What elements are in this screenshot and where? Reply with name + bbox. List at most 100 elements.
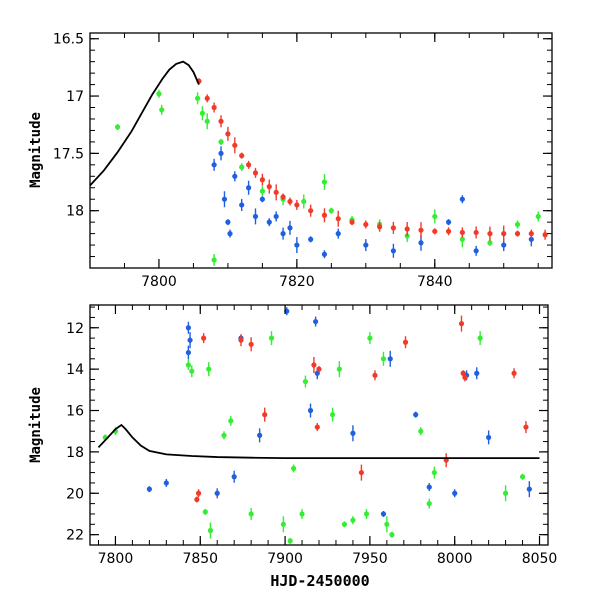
- top-point-blue: [211, 162, 217, 168]
- top-y-tick-label: 17.5: [53, 146, 84, 162]
- bottom-model-curve: [97, 423, 540, 460]
- bottom-point-green: [280, 521, 286, 527]
- top-point-red: [225, 131, 231, 137]
- bottom-point-green: [189, 368, 195, 374]
- top-point-red: [294, 202, 300, 208]
- top-point-red: [459, 229, 465, 236]
- bottom-point-red: [201, 335, 207, 341]
- top-point-blue: [273, 213, 279, 220]
- top-point-green: [194, 95, 201, 101]
- bottom-point-red: [262, 412, 268, 418]
- top-point-blue: [418, 240, 424, 246]
- bottom-point-red: [316, 366, 322, 372]
- top-point-green: [159, 107, 165, 113]
- top-point-blue: [335, 231, 341, 237]
- top-point-red: [204, 95, 210, 101]
- top-plot-area: [90, 60, 548, 266]
- top-point-blue: [259, 196, 265, 202]
- top-point-blue: [473, 248, 479, 254]
- top-point-blue: [252, 213, 259, 220]
- top-point-green: [535, 213, 541, 220]
- top-y-tick-label: 16.5: [53, 32, 84, 48]
- top-point-green: [218, 139, 224, 145]
- bottom-point-red: [402, 339, 409, 345]
- bottom-x-tick-label: 7900: [267, 551, 303, 567]
- bottom-point-green: [299, 511, 305, 517]
- top-point-green: [156, 91, 162, 97]
- top-point-red: [473, 229, 479, 236]
- top-point-green: [514, 221, 521, 228]
- bottom-panel-ticks: 7800 7850 7900 7950 8000 8050 12 14 16 18 20 22: [66, 305, 557, 567]
- top-point-red: [432, 228, 438, 234]
- top-point-blue: [294, 242, 300, 248]
- bottom-point-green: [228, 418, 234, 424]
- bottom-plot-area: [97, 307, 540, 544]
- bottom-point-green: [418, 428, 424, 434]
- bottom-point-red: [458, 321, 465, 327]
- bottom-point-green: [384, 521, 390, 527]
- top-point-blue: [528, 236, 534, 242]
- bottom-y-tick-label: 14: [66, 362, 84, 378]
- bottom-point-green: [519, 474, 526, 480]
- top-point-blue: [501, 242, 507, 248]
- top-series-red: [196, 78, 548, 242]
- bottom-point-green: [206, 366, 212, 372]
- bottom-point-blue: [413, 412, 419, 418]
- top-point-red: [404, 226, 410, 232]
- top-point-red: [542, 232, 548, 238]
- top-point-blue: [245, 185, 252, 191]
- bottom-point-green: [290, 465, 297, 472]
- bottom-point-green: [350, 517, 356, 523]
- top-model-curve: [90, 60, 200, 187]
- top-point-red: [514, 231, 521, 237]
- bottom-point-green: [341, 521, 348, 527]
- bottom-y-tick-label: 20: [66, 486, 84, 502]
- bottom-point-blue: [214, 490, 220, 496]
- top-point-blue: [459, 196, 465, 202]
- bottom-point-red: [372, 372, 378, 378]
- top-point-red: [390, 225, 397, 231]
- bottom-x-tick-label: 8000: [437, 551, 473, 567]
- bottom-point-blue: [257, 432, 263, 438]
- top-point-blue: [227, 231, 233, 237]
- top-point-blue: [266, 219, 272, 225]
- top-x-tick-label: 7800: [141, 274, 177, 290]
- bottom-x-tick-label: 7950: [352, 551, 388, 567]
- top-panel-ticks: 7800 7820 7840 16.5 17 17.5 18: [53, 32, 552, 290]
- top-point-blue: [232, 173, 238, 179]
- bottom-point-red: [511, 370, 517, 376]
- bottom-y-axis-label: Magnitude: [28, 387, 44, 463]
- bottom-point-red: [523, 424, 529, 430]
- bottom-x-axis-label: HJD-2450000: [270, 572, 369, 590]
- top-point-green: [459, 236, 465, 242]
- bottom-point-red: [358, 469, 365, 476]
- top-point-blue: [225, 219, 231, 225]
- bottom-point-blue: [387, 356, 393, 362]
- bottom-point-red: [238, 337, 244, 343]
- bottom-y-tick-label: 16: [66, 404, 84, 420]
- top-point-green: [487, 240, 493, 246]
- bottom-point-green: [336, 366, 342, 372]
- top-point-blue: [218, 150, 224, 156]
- top-point-red: [280, 194, 286, 200]
- top-point-blue: [445, 219, 452, 225]
- top-point-red: [211, 104, 217, 111]
- bottom-point-blue: [486, 434, 492, 441]
- top-point-green: [211, 257, 217, 263]
- top-point-blue: [239, 202, 245, 208]
- bottom-point-green: [389, 532, 395, 538]
- bottom-point-red: [462, 374, 468, 381]
- bottom-y-tick-label: 22: [66, 528, 84, 544]
- top-y-axis-label: Magnitude: [28, 112, 44, 188]
- bottom-point-green: [329, 412, 336, 418]
- bottom-point-green: [287, 538, 293, 544]
- bottom-point-green: [477, 335, 483, 341]
- bottom-point-green: [502, 490, 509, 496]
- top-point-red: [335, 216, 341, 222]
- bottom-point-blue: [380, 511, 387, 517]
- top-panel: 7800 7820 7840 16.5 17 17.5 18 Magnitude: [28, 32, 553, 290]
- bottom-point-blue: [231, 474, 237, 480]
- bottom-series-green: [102, 331, 526, 544]
- top-point-blue: [321, 251, 328, 257]
